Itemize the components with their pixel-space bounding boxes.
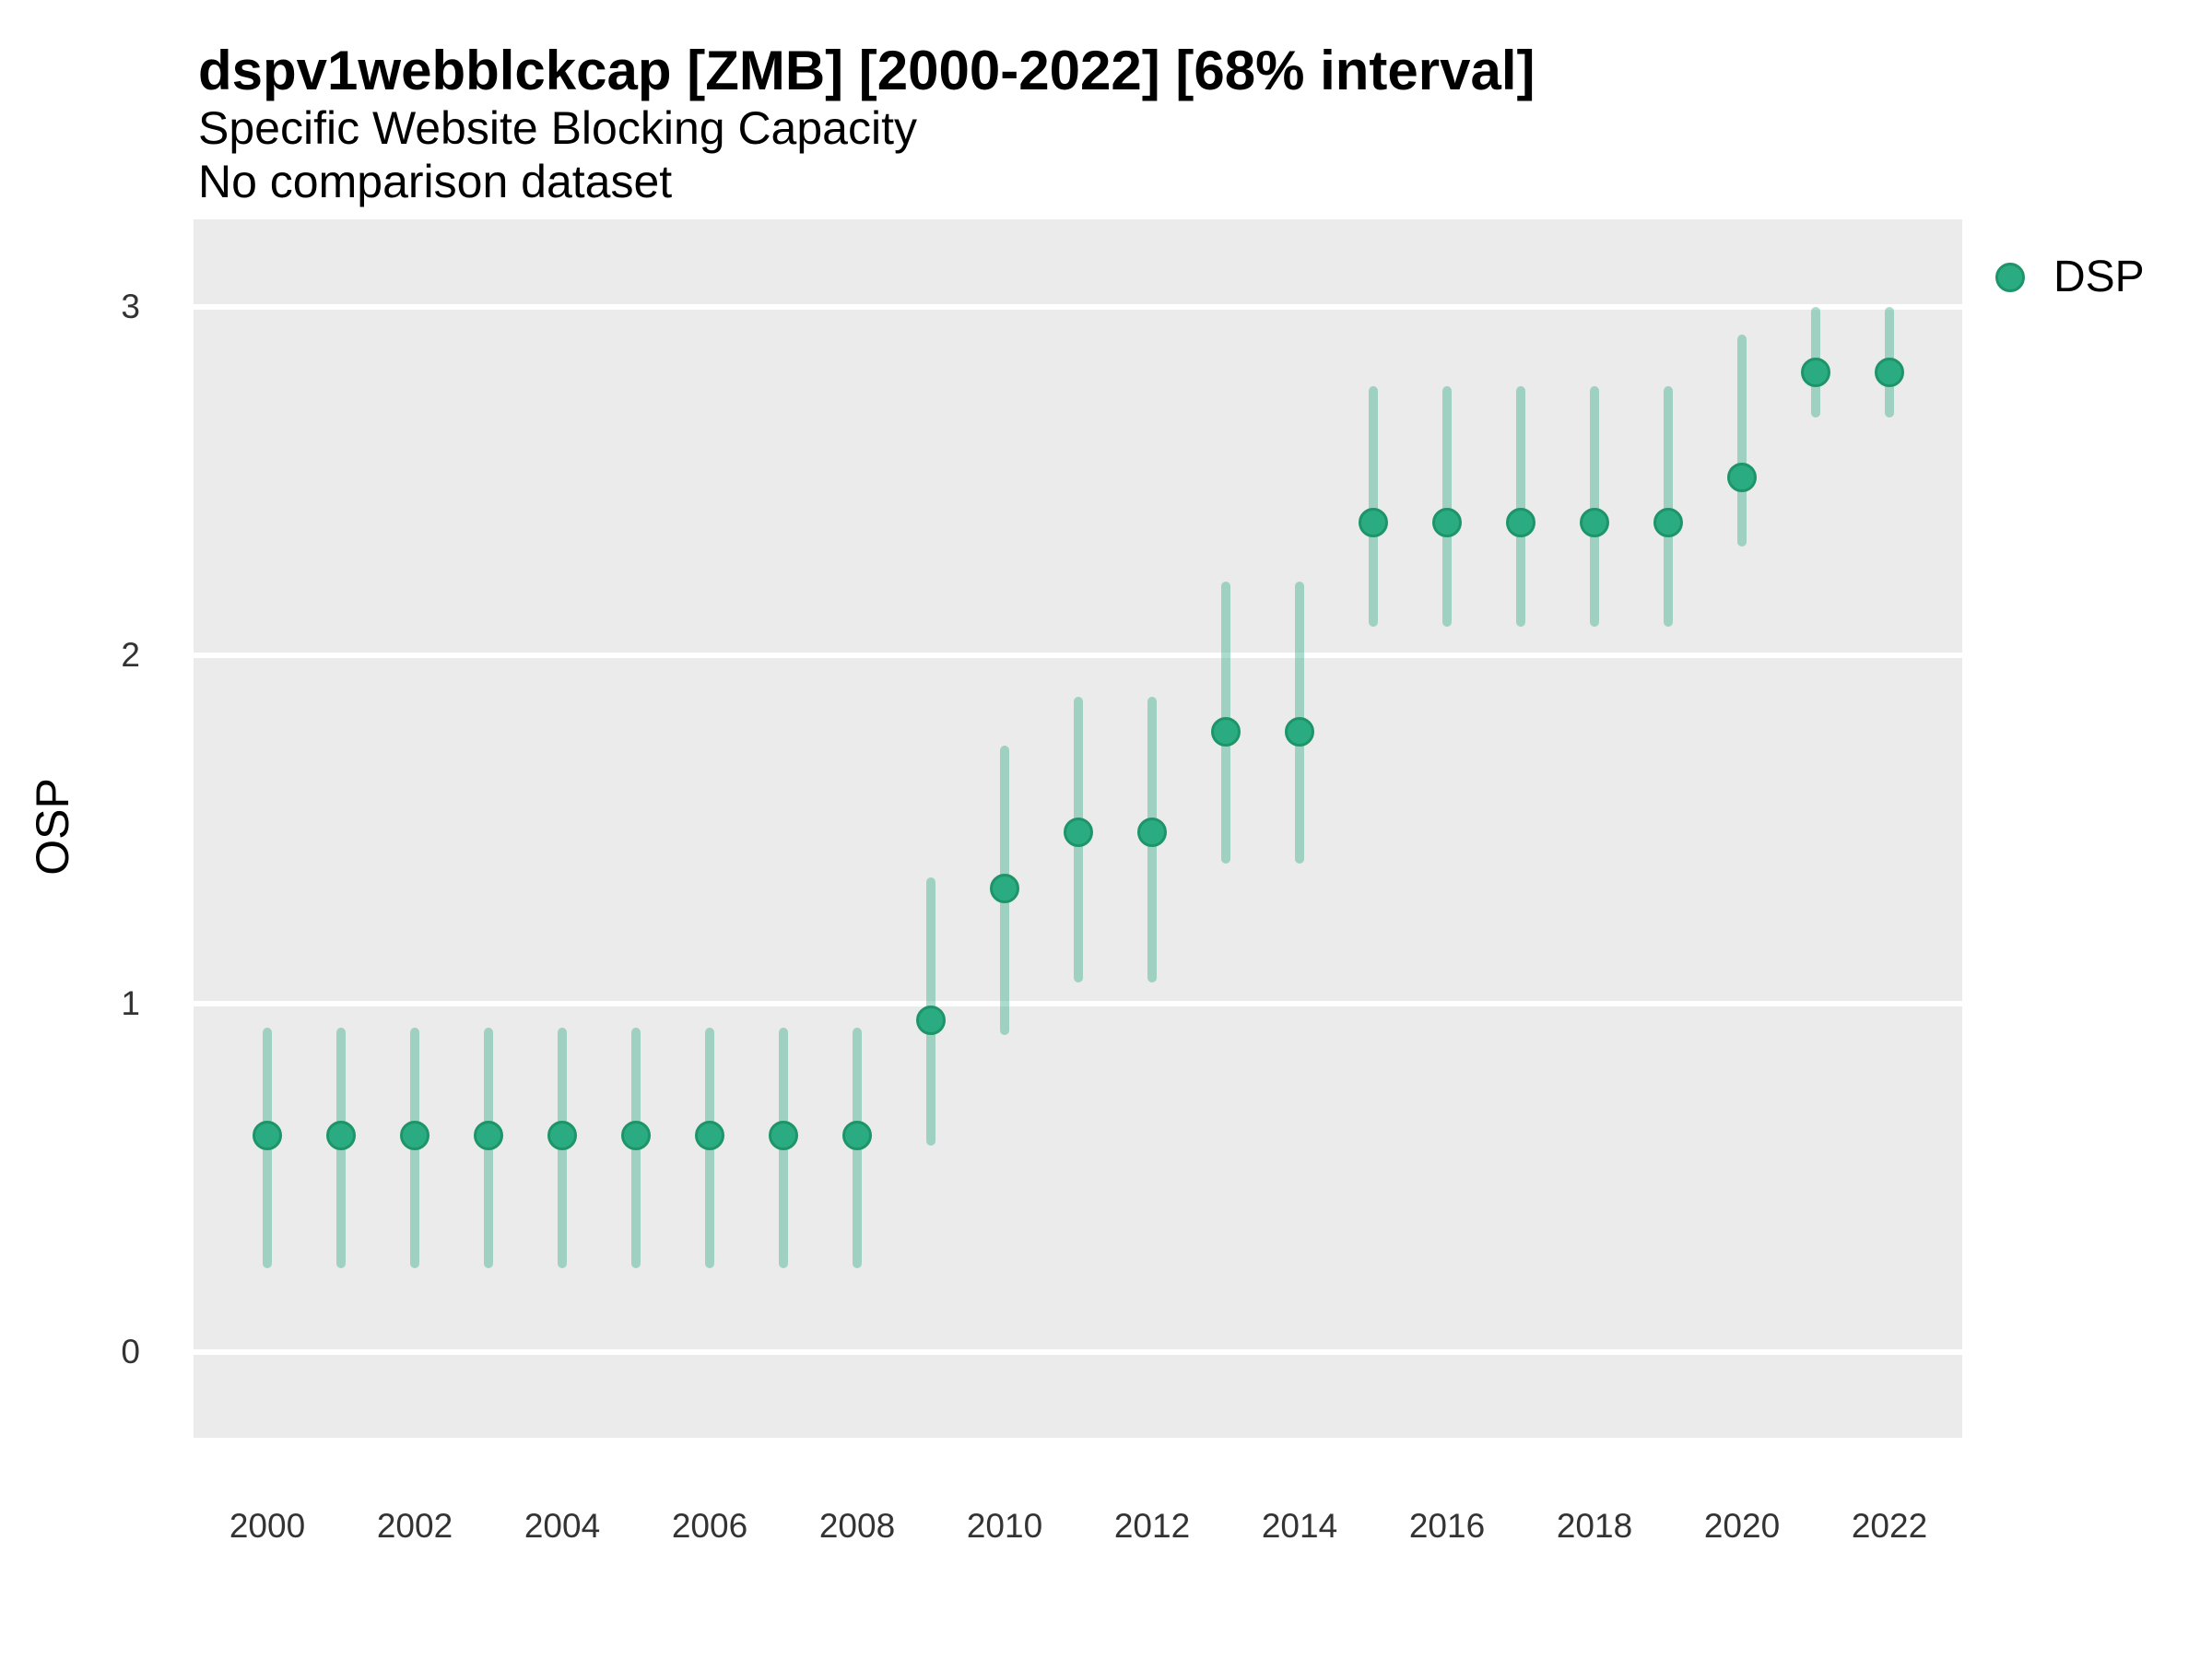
data-point bbox=[769, 1121, 798, 1151]
data-point bbox=[1285, 716, 1314, 747]
interval-bar bbox=[1442, 386, 1452, 628]
x-tick-label: 2004 bbox=[524, 1507, 601, 1545]
interval-bar bbox=[1664, 386, 1673, 628]
data-point bbox=[1432, 507, 1462, 537]
data-point bbox=[1359, 507, 1388, 537]
major-gridline-y0 bbox=[194, 1348, 1962, 1355]
data-point bbox=[1137, 818, 1167, 848]
legend: DSP bbox=[1982, 249, 2212, 313]
y-tick-label: 1 bbox=[121, 983, 140, 1022]
y-tick-label: 2 bbox=[121, 635, 140, 674]
major-gridline-y2 bbox=[194, 652, 1962, 658]
data-point bbox=[1064, 818, 1093, 848]
data-point bbox=[1727, 462, 1757, 492]
legend-series-label: DSP bbox=[2053, 253, 2145, 301]
interval-bar bbox=[1516, 386, 1525, 628]
y-tick-label: 0 bbox=[121, 1332, 140, 1371]
major-gridline-y1 bbox=[194, 1000, 1962, 1006]
x-tick-label: 2008 bbox=[818, 1507, 896, 1545]
interval-bar bbox=[1737, 334, 1747, 547]
interval-bar bbox=[1369, 386, 1378, 628]
plot-panel bbox=[194, 219, 1962, 1438]
data-point bbox=[326, 1121, 356, 1151]
major-gridline-y3 bbox=[194, 303, 1962, 310]
x-tick-label: 2010 bbox=[966, 1507, 1043, 1545]
chart-title: dspv1webblckcap [ZMB] [2000-2022] [68% i… bbox=[198, 40, 1535, 101]
data-point bbox=[400, 1121, 429, 1151]
chart-note: No comparison dataset bbox=[198, 156, 673, 207]
data-point bbox=[1875, 358, 1904, 388]
data-point bbox=[1506, 507, 1535, 537]
data-point bbox=[474, 1121, 503, 1151]
x-tick-label: 2022 bbox=[1851, 1507, 1928, 1545]
data-point bbox=[990, 873, 1019, 903]
x-tick-label: 2006 bbox=[671, 1507, 748, 1545]
chart-subtitle: Specific Website Blocking Capacity bbox=[198, 102, 917, 154]
y-axis-title: OSP bbox=[27, 778, 78, 876]
x-tick-label: 2018 bbox=[1556, 1507, 1633, 1545]
data-point bbox=[1211, 716, 1241, 747]
data-point bbox=[842, 1121, 872, 1151]
data-point bbox=[1653, 507, 1683, 537]
legend-marker-dot-icon bbox=[1995, 263, 2025, 292]
x-tick-label: 2000 bbox=[229, 1507, 306, 1545]
data-point bbox=[1801, 358, 1830, 388]
y-tick-label: 3 bbox=[121, 287, 140, 325]
data-point bbox=[621, 1121, 651, 1151]
x-tick-label: 2012 bbox=[1113, 1507, 1191, 1545]
x-tick-label: 2014 bbox=[1261, 1507, 1338, 1545]
x-tick-label: 2016 bbox=[1408, 1507, 1486, 1545]
interval-bar bbox=[1590, 386, 1599, 628]
data-point bbox=[253, 1121, 282, 1151]
x-tick-label: 2020 bbox=[1703, 1507, 1781, 1545]
data-point bbox=[916, 1006, 946, 1036]
data-point bbox=[1580, 507, 1609, 537]
data-point bbox=[695, 1121, 724, 1151]
data-point bbox=[547, 1121, 577, 1151]
x-tick-label: 2002 bbox=[376, 1507, 453, 1545]
